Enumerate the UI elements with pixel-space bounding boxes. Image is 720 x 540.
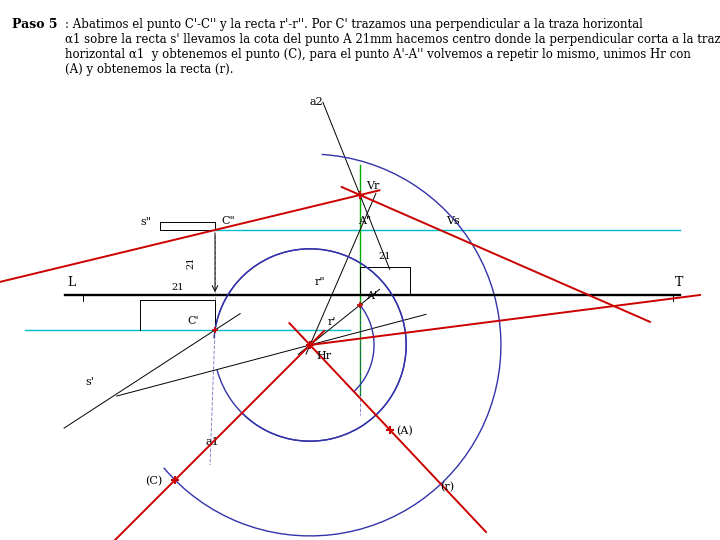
Text: (r): (r)	[440, 482, 454, 492]
Text: C': C'	[187, 316, 199, 326]
Text: A": A"	[358, 216, 372, 226]
Text: (C): (C)	[145, 476, 162, 486]
Text: Paso 5: Paso 5	[12, 18, 58, 31]
Text: A': A'	[366, 291, 377, 301]
Text: 21: 21	[186, 256, 195, 269]
Text: (A): (A)	[396, 426, 413, 436]
Text: a2: a2	[310, 97, 324, 107]
Text: C": C"	[221, 216, 235, 226]
Text: s': s'	[85, 377, 94, 387]
Text: r": r"	[315, 277, 325, 287]
Text: T: T	[675, 276, 683, 289]
Text: L: L	[67, 276, 76, 289]
Text: Hr: Hr	[316, 351, 331, 361]
Text: : Abatimos el punto C'-C'' y la recta r'-r''. Por C' trazamos una perpendicular : : Abatimos el punto C'-C'' y la recta r'…	[65, 18, 720, 76]
Text: Vr: Vr	[366, 181, 379, 191]
Text: a1: a1	[205, 437, 219, 447]
Text: Vs: Vs	[446, 216, 460, 226]
Text: 21: 21	[171, 283, 184, 292]
Text: s": s"	[140, 217, 151, 227]
Text: r': r'	[328, 317, 336, 327]
Text: 21: 21	[379, 252, 391, 261]
